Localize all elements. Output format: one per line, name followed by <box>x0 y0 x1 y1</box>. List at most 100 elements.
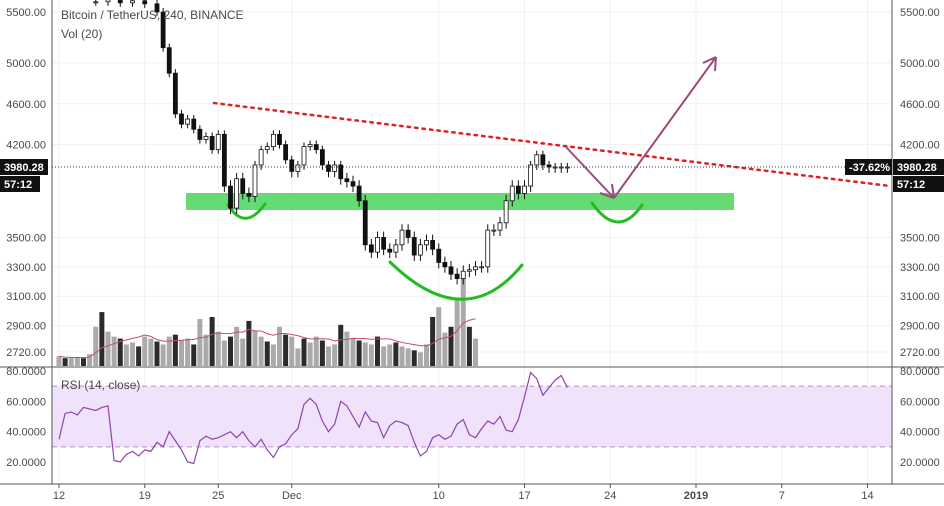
volume-bar <box>460 277 466 366</box>
price-tick-left: 3500.00 <box>6 232 46 244</box>
volume-bar <box>375 336 380 366</box>
candle-body <box>234 178 240 209</box>
volume-bar <box>172 334 178 366</box>
candle-body <box>362 200 368 246</box>
candle-body <box>185 118 191 125</box>
right-countdown-tag: 57:12 <box>897 179 925 191</box>
time-label: 25 <box>212 490 224 502</box>
candle-body <box>191 118 197 130</box>
volume-bar <box>258 336 264 366</box>
volume-bar <box>289 336 295 366</box>
volume-bar <box>326 346 331 366</box>
time-label: 12 <box>53 490 65 502</box>
candle-body <box>375 237 380 253</box>
volume-bar <box>332 344 338 366</box>
rsi-indicator-label: RSI (14, close) <box>61 378 141 392</box>
candle-body <box>405 229 411 238</box>
volume-bar <box>56 356 62 366</box>
price-tick-right: 3300.00 <box>900 262 940 274</box>
down-arrow-line <box>565 146 615 199</box>
time-label: 2019 <box>684 490 708 502</box>
volume-bar <box>436 307 442 366</box>
price-tick-right: 5500.00 <box>900 7 940 19</box>
volume-bar <box>362 342 368 366</box>
volume-bar <box>123 344 129 366</box>
left-price-tag: 3980.28 <box>4 162 44 174</box>
time-label: 17 <box>518 490 530 502</box>
volume-bar <box>307 342 313 366</box>
volume-bar <box>148 338 154 366</box>
price-tick-right: 2900.00 <box>900 321 940 333</box>
candle-body <box>332 164 338 172</box>
price-tick-right: 3100.00 <box>900 291 940 303</box>
volume-bar <box>154 341 160 366</box>
volume-bar <box>270 344 276 366</box>
candle-body <box>473 266 478 271</box>
volume-bar <box>130 342 135 366</box>
volume-bar <box>319 340 325 366</box>
volume-bars <box>56 277 478 366</box>
candle-body <box>417 244 423 256</box>
rsi-tick-right: 60.0000 <box>900 396 940 408</box>
volume-bar <box>252 330 258 366</box>
candle-body <box>350 181 356 187</box>
time-label: Dec <box>282 490 302 502</box>
candle-body <box>228 185 233 209</box>
volume-bar <box>417 352 423 366</box>
price-tick-left: 4600.00 <box>6 99 46 111</box>
candle-body <box>387 248 393 253</box>
time-label: 7 <box>779 490 785 502</box>
right-shoulder-arc <box>590 201 644 224</box>
volume-bar <box>277 326 282 366</box>
volume-bar <box>301 338 307 366</box>
up-arrow-line <box>613 56 717 199</box>
volume-bar <box>264 341 270 366</box>
volume-bar <box>411 350 417 366</box>
rsi-tick-right: 20.0000 <box>900 457 940 469</box>
candle-body <box>448 266 454 275</box>
volume-bar <box>117 338 123 366</box>
candle-body <box>221 133 227 187</box>
volume-bar <box>387 344 393 366</box>
volume-bar <box>93 326 99 366</box>
up-arrow-head <box>702 56 717 72</box>
rsi-tick-left: 60.0000 <box>6 396 46 408</box>
candle-body <box>215 133 221 151</box>
candle-body <box>264 146 270 151</box>
candle-body <box>344 178 350 183</box>
rsi-tick-right: 40.0000 <box>900 427 940 439</box>
candle-body <box>546 164 552 168</box>
candle-body <box>509 185 515 202</box>
rsi-line <box>58 371 568 465</box>
candle-body <box>252 164 258 197</box>
candle-body <box>307 144 313 148</box>
volume-bar <box>185 338 191 366</box>
candle-body <box>160 11 166 49</box>
candle-body <box>522 185 527 194</box>
candle-body <box>258 149 264 166</box>
price-tick-left: 5000.00 <box>6 58 46 70</box>
volume-bar <box>338 324 344 366</box>
down-arrow-head <box>599 183 615 199</box>
rsi-tick-right: 80.0000 <box>900 366 940 378</box>
volume-bar <box>111 336 117 366</box>
candle-body <box>491 229 497 232</box>
resistance-trendline <box>212 101 892 188</box>
candle-body <box>466 269 472 272</box>
volume-bar <box>350 338 356 366</box>
candle-body <box>277 133 282 145</box>
candle-body <box>393 244 399 253</box>
candle-body <box>130 0 135 4</box>
time-label: 24 <box>604 490 616 502</box>
price-tick-left: 3100.00 <box>6 291 46 303</box>
percent-change-tag: -37.62% <box>849 162 890 174</box>
candle-body <box>528 164 534 187</box>
candle-body <box>142 0 148 5</box>
volume-bar <box>283 334 289 366</box>
price-series <box>93 0 570 285</box>
candle-body <box>436 248 442 263</box>
rsi-band <box>52 386 892 447</box>
candle-body <box>172 72 178 115</box>
